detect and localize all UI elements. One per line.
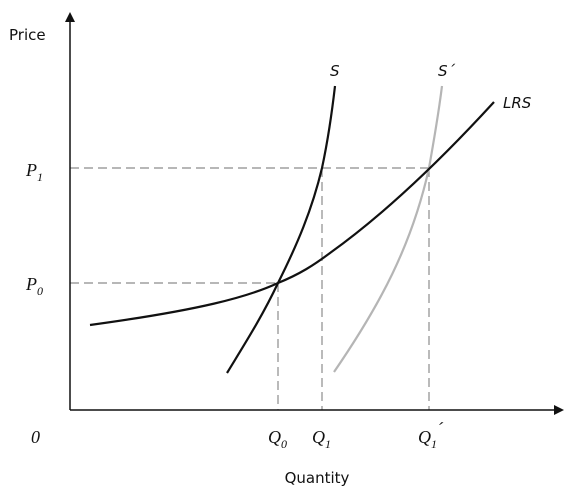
lrs-curve (89, 101, 495, 327)
s-curve-label: S (330, 62, 340, 80)
y-axis-title: Price (9, 26, 46, 44)
lrs-curve-label: LRS (503, 94, 532, 112)
quantity-label-q1-prime: Q1´ (418, 419, 444, 451)
x-axis-title: Quantity (285, 469, 350, 487)
s-prime-curve-label: S´ (438, 62, 456, 80)
price-label-p0: P0 (25, 274, 43, 298)
price-label-p1: P1 (25, 160, 43, 184)
guide-lines (70, 167, 430, 410)
quantity-label-q1: Q1 (312, 427, 331, 451)
s-curve (226, 85, 337, 374)
s-prime-curve (333, 85, 444, 373)
origin-label: 0 (31, 427, 40, 447)
quantity-label-q0: Q0 (268, 427, 287, 451)
